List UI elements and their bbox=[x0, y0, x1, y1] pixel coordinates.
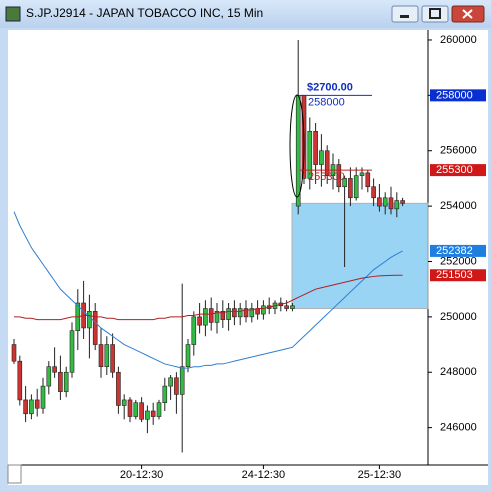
x-tick-label: 25-12:30 bbox=[358, 469, 401, 481]
price-badge bbox=[430, 269, 486, 282]
candle-body bbox=[69, 330, 75, 373]
y-tick-label: 260000 bbox=[440, 34, 477, 46]
candle-body bbox=[237, 308, 243, 318]
price-badge bbox=[430, 164, 486, 177]
y-tick-label: 246000 bbox=[440, 422, 477, 434]
moving-average-line bbox=[14, 274, 403, 321]
candle-body bbox=[168, 377, 173, 387]
price-badge-label: 258000 bbox=[436, 89, 473, 101]
selection-area bbox=[291, 202, 429, 310]
price-badge-label: 252382 bbox=[436, 245, 473, 257]
candle-body bbox=[34, 399, 40, 409]
candle-body bbox=[382, 197, 388, 207]
candle-body bbox=[394, 200, 400, 210]
candle-body bbox=[261, 305, 266, 315]
corner-button[interactable] bbox=[7, 464, 22, 484]
candle-body bbox=[174, 377, 179, 395]
candle-body bbox=[214, 311, 220, 323]
candle-body bbox=[23, 399, 28, 415]
candle-body bbox=[162, 385, 168, 403]
candle-body bbox=[63, 371, 69, 392]
candle-body bbox=[365, 172, 371, 188]
candle-body bbox=[353, 175, 359, 199]
annotation-text: $2700.00 bbox=[307, 81, 353, 93]
close-button[interactable] bbox=[451, 5, 485, 23]
candle-body bbox=[179, 366, 185, 395]
candle-body bbox=[348, 178, 353, 199]
candle-body bbox=[17, 360, 23, 401]
candle-body bbox=[191, 316, 197, 345]
candle-body bbox=[232, 308, 237, 318]
candle-body bbox=[197, 316, 202, 326]
candle-body bbox=[295, 95, 301, 207]
candle-body bbox=[40, 385, 46, 409]
x-tick-label: 24-12:30 bbox=[242, 469, 285, 481]
candle-body bbox=[243, 308, 249, 318]
candle-body bbox=[208, 308, 214, 323]
candle-body bbox=[156, 402, 162, 417]
candle-body bbox=[185, 344, 191, 368]
y-tick-label: 248000 bbox=[440, 366, 477, 378]
candle-body bbox=[92, 311, 98, 345]
candle-body bbox=[11, 344, 17, 362]
candle-body bbox=[121, 399, 127, 406]
candle-body bbox=[139, 402, 144, 420]
candle-body bbox=[249, 308, 255, 318]
candle-body bbox=[284, 305, 289, 309]
candle-body bbox=[220, 311, 226, 320]
candle-body bbox=[324, 150, 330, 176]
candle-body bbox=[388, 197, 394, 210]
candle-body bbox=[342, 178, 347, 188]
y-tick-label: 256000 bbox=[440, 145, 477, 157]
candle-body bbox=[290, 305, 295, 309]
candle-body bbox=[29, 399, 34, 415]
x-tick-label: 20-12:30 bbox=[120, 469, 163, 481]
annotation-ellipse bbox=[289, 94, 305, 198]
candle-body bbox=[104, 344, 110, 368]
candle-body bbox=[319, 150, 324, 165]
candle-body bbox=[307, 131, 313, 179]
y-tick-label: 250000 bbox=[440, 311, 477, 323]
price-badge bbox=[430, 244, 486, 257]
candle-body bbox=[150, 410, 156, 417]
candle-body bbox=[226, 308, 231, 320]
y-tick-label: 254000 bbox=[440, 200, 477, 212]
candle-body bbox=[313, 131, 318, 165]
minimize-button[interactable] bbox=[391, 5, 419, 23]
window-title: S.JP.J2914 - JAPAN TOBACCO INC, 15 Min bbox=[26, 6, 263, 20]
candle-body bbox=[377, 197, 382, 207]
y-tick-label: 252000 bbox=[440, 255, 477, 267]
candle-body bbox=[371, 186, 376, 199]
candle-body bbox=[133, 402, 139, 417]
candle-body bbox=[52, 366, 57, 373]
candle-body bbox=[46, 366, 52, 387]
candle-body bbox=[359, 172, 365, 176]
app-icon bbox=[5, 6, 21, 22]
candle-body bbox=[336, 164, 342, 188]
candle-body bbox=[116, 371, 121, 406]
candle-body bbox=[145, 410, 150, 420]
candle-body bbox=[400, 200, 405, 204]
price-badge bbox=[430, 89, 486, 102]
price-badge-label: 255300 bbox=[436, 164, 473, 176]
price-badge-label: 251503 bbox=[436, 269, 473, 281]
candle-body bbox=[203, 308, 208, 326]
candle-body bbox=[110, 344, 115, 373]
candle-body bbox=[127, 399, 133, 417]
candle-body bbox=[87, 311, 92, 329]
annotation-level-label: 255300 bbox=[308, 171, 345, 183]
annotation-level-label: 258000 bbox=[308, 96, 345, 108]
candle-body bbox=[98, 344, 104, 368]
maximize-button[interactable] bbox=[421, 5, 449, 23]
moving-average-line bbox=[13, 211, 403, 369]
candle-body bbox=[58, 371, 63, 392]
